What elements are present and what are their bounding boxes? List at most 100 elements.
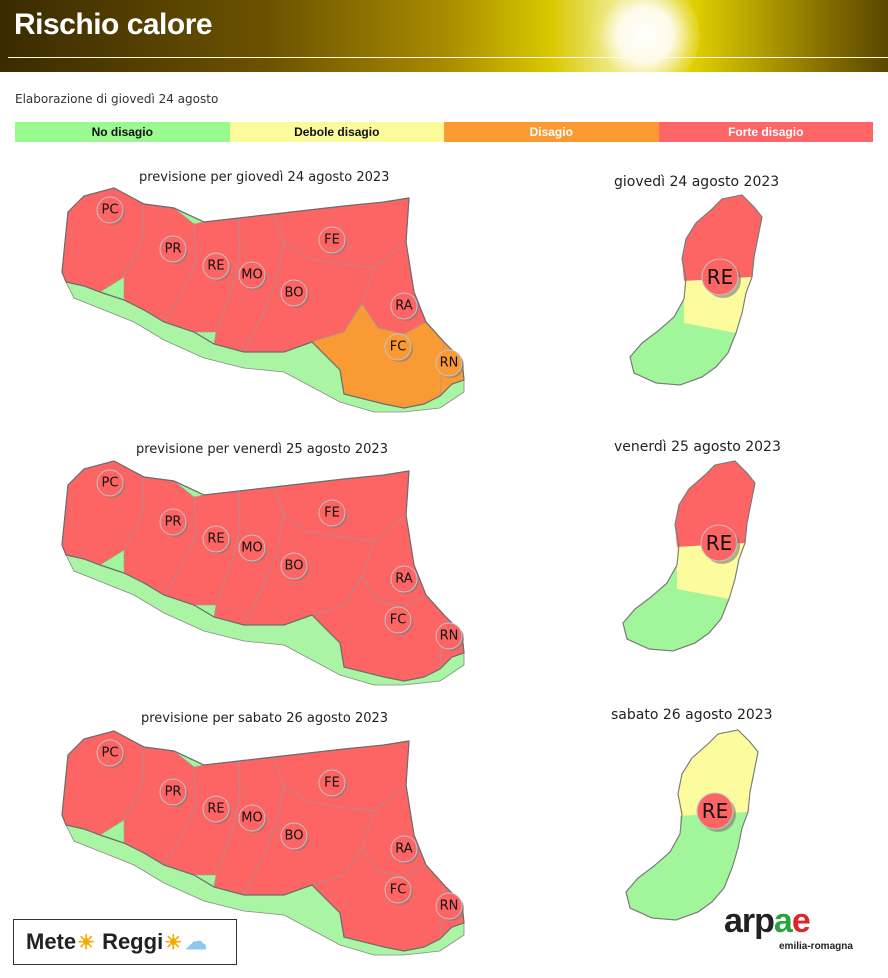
city-label-re: RE [207,802,224,817]
city-label-pc: PC [102,476,119,491]
province-map-day3: RE [625,729,759,921]
city-label-pc: PC [102,203,119,218]
city-badge-re[interactable]: RE [202,252,231,281]
legend-forte-disagio: Forte disagio [658,122,873,142]
city-label-bo: BO [285,559,304,574]
page-title: Rischio calore [14,8,213,41]
city-label-ra: RA [395,842,413,857]
city-badge-pr[interactable]: PR [159,235,188,264]
city-badge-fc[interactable]: FC [384,876,413,905]
city-badge-ra[interactable]: RA [390,292,419,321]
city-label-fc: FC [390,340,407,355]
legend-no-disagio: No disagio [15,122,230,142]
province-title-day2: venerdì 25 agosto 2023 [614,439,781,455]
province-badge-re[interactable]: RE [701,258,741,298]
city-label-rn: RN [440,629,459,644]
city-badge-fe[interactable]: FE [318,769,347,798]
city-badge-ra[interactable]: RA [390,835,419,864]
city-label-fe: FE [324,233,340,248]
region-title-day3: previsione per sabato 26 agosto 2023 [141,711,389,726]
city-label-pr: PR [165,242,182,257]
legend-disagio: Disagio [444,122,659,142]
region-border [61,187,465,409]
arpae-logo[interactable]: arpae emilia-romagna [724,903,864,963]
city-badge-pc[interactable]: PC [96,196,125,225]
province-badge-label: RE [707,265,734,289]
region-map-day3: PC PR RE MO BO FE RA FC RN [61,730,465,956]
risk-legend: No disagio Debole disagio Disagio Forte … [15,122,873,142]
city-badge-fe[interactable]: FE [318,226,347,255]
city-badge-fc[interactable]: FC [384,333,413,362]
city-label-mo: MO [241,541,262,556]
province-border [622,460,756,652]
city-badge-bo[interactable]: BO [280,822,309,851]
city-badge-bo[interactable]: BO [280,552,309,581]
province-map-day2: RE [622,460,756,652]
city-label-re: RE [207,532,224,547]
city-badge-mo[interactable]: MO [238,261,267,290]
province-badge-re[interactable]: RE [700,524,740,564]
region-border [61,460,465,682]
meteo-reggio-text-2: Reggi [102,929,164,954]
city-badge-mo[interactable]: MO [238,534,267,563]
header-rule [8,57,888,58]
city-badge-rn[interactable]: RN [435,349,464,378]
city-label-mo: MO [241,268,262,283]
legend-debole-disagio: Debole disagio [229,122,444,142]
city-badge-rn[interactable]: RN [435,892,464,921]
sun-icon: ☀ [164,931,183,954]
meteo-reggio-text-1: Mete [26,929,77,954]
province-zone-north [678,730,758,816]
province-badge-label: RE [706,531,733,555]
arpae-subtitle: emilia-romagna [779,941,853,952]
city-label-mo: MO [241,811,262,826]
region-border [61,730,465,952]
sun-graphic [590,0,700,72]
arpae-text-a: a [773,902,793,940]
city-label-ra: RA [395,572,413,587]
city-badge-rn[interactable]: RN [435,622,464,651]
city-badge-re[interactable]: RE [202,795,231,824]
arpae-text-arp: arp [724,902,775,940]
city-badge-pr[interactable]: PR [159,778,188,807]
city-label-re: RE [207,259,224,274]
arpae-text-e: e [791,902,811,940]
city-label-fc: FC [390,883,407,898]
city-label-fe: FE [324,776,340,791]
city-label-bo: BO [285,286,304,301]
city-badge-mo[interactable]: MO [238,804,267,833]
city-badge-pr[interactable]: PR [159,508,188,537]
province-badge-re[interactable]: RE [696,792,736,832]
province-title-day1: giovedì 24 agosto 2023 [614,174,780,190]
region-map-day1: PC PR RE MO BO FE RA FC RN [61,187,465,413]
province-border [625,729,759,921]
city-badge-fe[interactable]: FE [318,499,347,528]
elaboration-date: Elaborazione di giovedì 24 agosto [15,92,219,106]
arpae-wordmark: arpae [724,903,864,939]
city-label-fc: FC [390,613,407,628]
city-label-bo: BO [285,829,304,844]
city-label-pr: PR [165,785,182,800]
region-title-day1: previsione per giovedì 24 agosto 2023 [139,170,390,185]
city-label-fe: FE [324,506,340,521]
city-label-pc: PC [102,746,119,761]
page-header: Rischio calore [0,0,888,72]
province-title-day3: sabato 26 agosto 2023 [611,707,773,723]
city-badge-bo[interactable]: BO [280,279,309,308]
region-title-day2: previsione per venerdì 25 agosto 2023 [136,442,388,457]
city-badge-pc[interactable]: PC [96,469,125,498]
city-badge-fc[interactable]: FC [384,606,413,635]
cloud-icon: ☁ [185,929,208,954]
city-badge-ra[interactable]: RA [390,565,419,594]
city-label-rn: RN [440,899,459,914]
city-label-ra: RA [395,299,413,314]
sun-icon: ☀ [77,931,96,954]
province-zone-north [675,461,755,547]
city-label-pr: PR [165,515,182,530]
province-border [629,194,763,386]
city-badge-re[interactable]: RE [202,525,231,554]
meteo-reggio-logo[interactable]: Mete ☀ Reggi ☀ ☁ [13,919,237,965]
city-badge-pc[interactable]: PC [96,739,125,768]
region-map-day2: PC PR RE MO BO FE RA FC RN [61,460,465,686]
province-map-day1: RE [629,194,763,386]
